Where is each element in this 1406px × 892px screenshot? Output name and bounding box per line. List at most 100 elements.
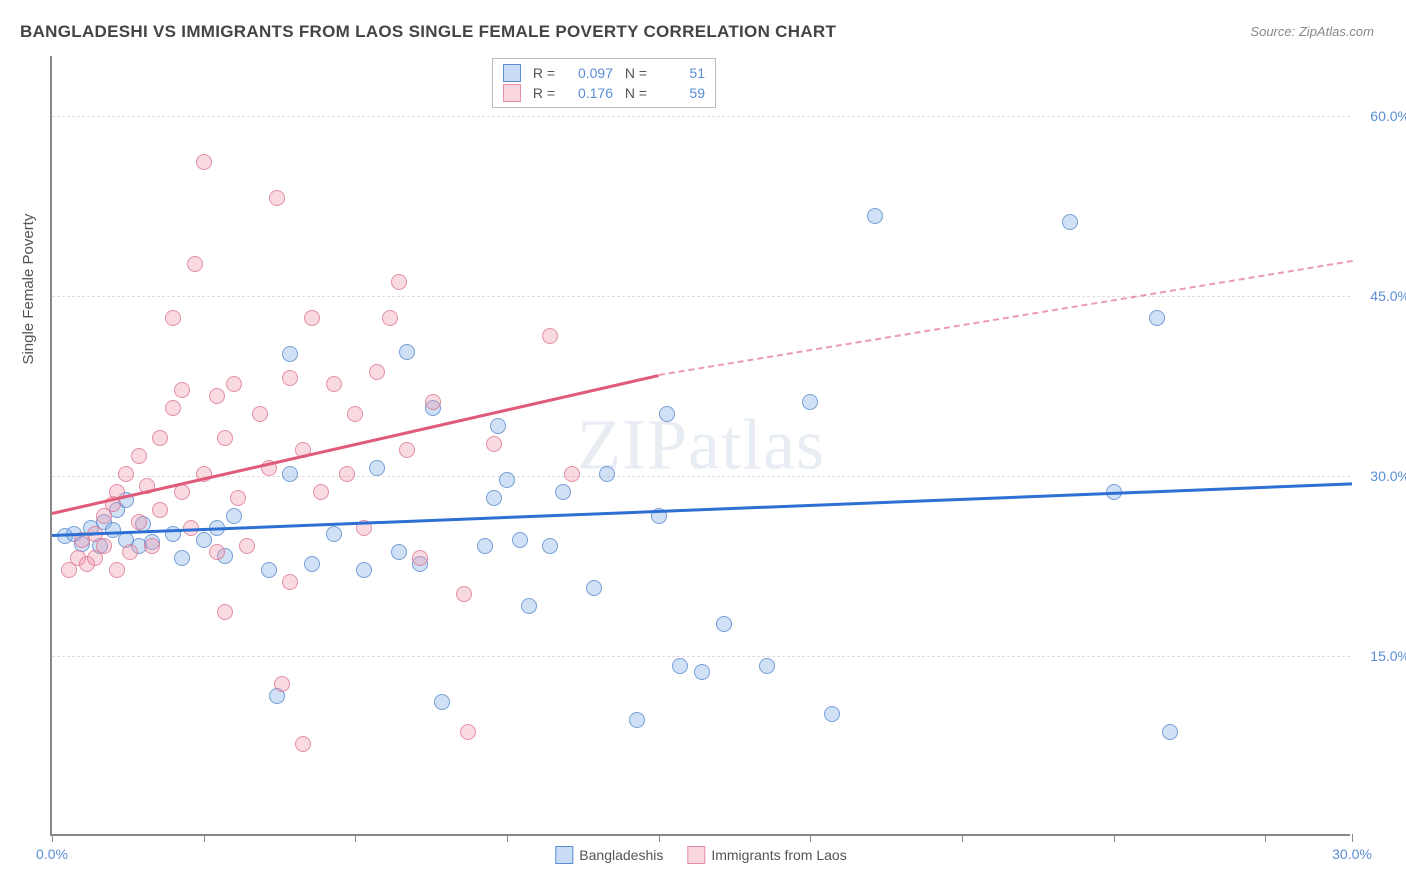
r-value-bangladeshis: 0.097 bbox=[561, 65, 613, 81]
y-tick-label: 60.0% bbox=[1370, 108, 1406, 124]
r-label: R = bbox=[527, 85, 555, 101]
data-point-bangladeshis bbox=[759, 658, 775, 674]
data-point-bangladeshis bbox=[555, 484, 571, 500]
swatch-pink-icon bbox=[503, 84, 521, 102]
y-tick-label: 45.0% bbox=[1370, 288, 1406, 304]
trendline-laos-extended bbox=[658, 260, 1352, 376]
x-tick bbox=[659, 834, 660, 842]
data-point-bangladeshis bbox=[261, 562, 277, 578]
swatch-pink-icon bbox=[687, 846, 705, 864]
data-point-laos bbox=[269, 190, 285, 206]
data-point-bangladeshis bbox=[659, 406, 675, 422]
data-point-laos bbox=[313, 484, 329, 500]
data-point-bangladeshis bbox=[196, 532, 212, 548]
stats-row-bangladeshis: R = 0.097 N = 51 bbox=[503, 63, 705, 83]
data-point-laos bbox=[282, 370, 298, 386]
data-point-laos bbox=[217, 604, 233, 620]
data-point-laos bbox=[542, 328, 558, 344]
r-value-laos: 0.176 bbox=[561, 85, 613, 101]
data-point-laos bbox=[152, 430, 168, 446]
data-point-laos bbox=[122, 544, 138, 560]
data-point-bangladeshis bbox=[716, 616, 732, 632]
data-point-laos bbox=[96, 538, 112, 554]
data-point-bangladeshis bbox=[1149, 310, 1165, 326]
data-point-bangladeshis bbox=[1162, 724, 1178, 740]
data-point-laos bbox=[391, 274, 407, 290]
data-point-bangladeshis bbox=[499, 472, 515, 488]
data-point-laos bbox=[152, 502, 168, 518]
data-point-bangladeshis bbox=[304, 556, 320, 572]
data-point-bangladeshis bbox=[542, 538, 558, 554]
data-point-laos bbox=[326, 376, 342, 392]
data-point-bangladeshis bbox=[512, 532, 528, 548]
n-label: N = bbox=[619, 85, 647, 101]
data-point-laos bbox=[564, 466, 580, 482]
data-point-laos bbox=[282, 574, 298, 590]
legend-label-laos: Immigrants from Laos bbox=[711, 847, 846, 863]
x-tick bbox=[810, 834, 811, 842]
y-tick-label: 30.0% bbox=[1370, 468, 1406, 484]
x-tick bbox=[1114, 834, 1115, 842]
data-point-bangladeshis bbox=[672, 658, 688, 674]
gridline bbox=[52, 116, 1350, 117]
data-point-bangladeshis bbox=[399, 344, 415, 360]
n-value-laos: 59 bbox=[653, 85, 705, 101]
data-point-laos bbox=[174, 484, 190, 500]
data-point-bangladeshis bbox=[824, 706, 840, 722]
data-point-bangladeshis bbox=[174, 550, 190, 566]
x-tick-label: 30.0% bbox=[1332, 846, 1372, 862]
data-point-bangladeshis bbox=[326, 526, 342, 542]
data-point-bangladeshis bbox=[391, 544, 407, 560]
x-tick bbox=[962, 834, 963, 842]
data-point-laos bbox=[239, 538, 255, 554]
data-point-bangladeshis bbox=[369, 460, 385, 476]
data-point-laos bbox=[382, 310, 398, 326]
x-tick-label: 0.0% bbox=[36, 846, 68, 862]
swatch-blue-icon bbox=[503, 64, 521, 82]
data-point-laos bbox=[230, 490, 246, 506]
gridline bbox=[52, 296, 1350, 297]
data-point-laos bbox=[339, 466, 355, 482]
data-point-laos bbox=[425, 394, 441, 410]
stats-row-laos: R = 0.176 N = 59 bbox=[503, 83, 705, 103]
data-point-laos bbox=[217, 430, 233, 446]
data-point-laos bbox=[486, 436, 502, 452]
data-point-laos bbox=[131, 448, 147, 464]
data-point-laos bbox=[274, 676, 290, 692]
data-point-laos bbox=[460, 724, 476, 740]
data-point-bangladeshis bbox=[282, 466, 298, 482]
data-point-laos bbox=[226, 376, 242, 392]
data-point-bangladeshis bbox=[599, 466, 615, 482]
data-point-laos bbox=[347, 406, 363, 422]
data-point-laos bbox=[144, 538, 160, 554]
data-point-laos bbox=[131, 514, 147, 530]
y-axis-title: Single Female Poverty bbox=[20, 214, 37, 365]
x-tick bbox=[204, 834, 205, 842]
data-point-bangladeshis bbox=[694, 664, 710, 680]
stats-legend: R = 0.097 N = 51 R = 0.176 N = 59 bbox=[492, 58, 716, 108]
data-point-laos bbox=[196, 154, 212, 170]
x-tick bbox=[52, 834, 53, 842]
n-label: N = bbox=[619, 65, 647, 81]
data-point-bangladeshis bbox=[356, 562, 372, 578]
data-point-laos bbox=[304, 310, 320, 326]
data-point-bangladeshis bbox=[1062, 214, 1078, 230]
source-label: Source: bbox=[1250, 24, 1295, 39]
data-point-bangladeshis bbox=[802, 394, 818, 410]
data-point-laos bbox=[252, 406, 268, 422]
x-tick bbox=[1352, 834, 1353, 842]
legend-label-bangladeshis: Bangladeshis bbox=[579, 847, 663, 863]
data-point-laos bbox=[165, 310, 181, 326]
data-point-bangladeshis bbox=[434, 694, 450, 710]
data-point-laos bbox=[118, 466, 134, 482]
data-point-bangladeshis bbox=[521, 598, 537, 614]
data-point-laos bbox=[456, 586, 472, 602]
data-point-bangladeshis bbox=[226, 508, 242, 524]
data-point-laos bbox=[295, 736, 311, 752]
r-label: R = bbox=[527, 65, 555, 81]
data-point-laos bbox=[209, 544, 225, 560]
source-name: ZipAtlas.com bbox=[1299, 24, 1374, 39]
gridline bbox=[52, 656, 1350, 657]
data-point-bangladeshis bbox=[629, 712, 645, 728]
data-point-laos bbox=[187, 256, 203, 272]
